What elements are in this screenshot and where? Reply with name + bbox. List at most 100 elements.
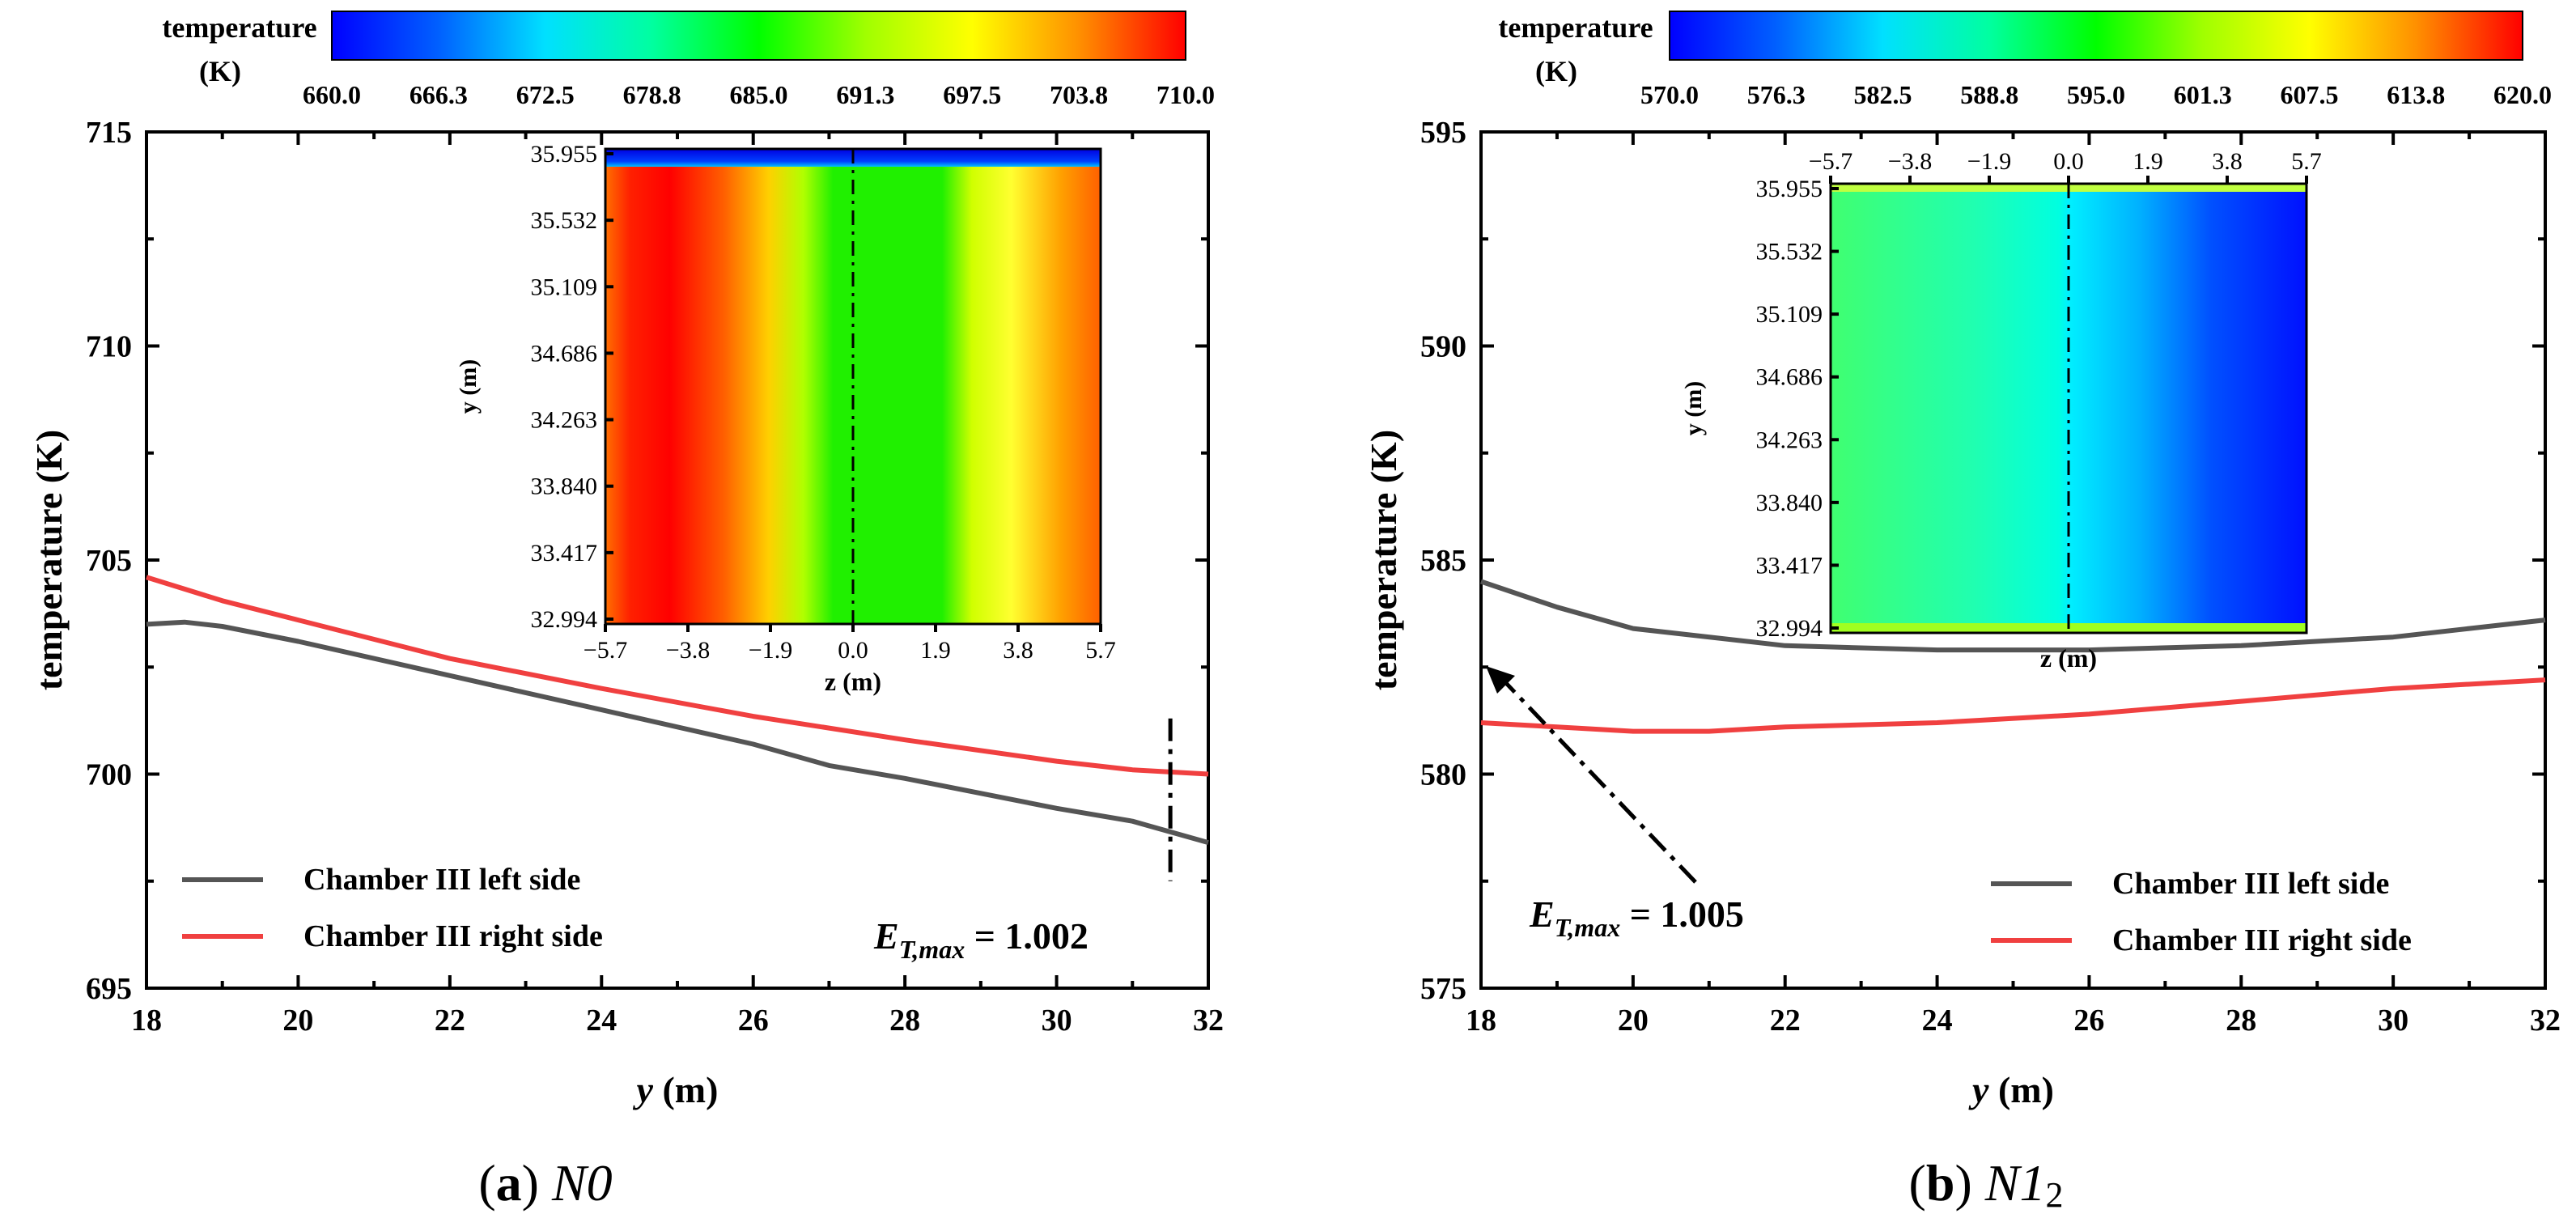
inset-x-tick-label: 0.0	[2053, 148, 2084, 175]
annotation-symbol: E	[1529, 893, 1555, 935]
annotation-symbol: E	[873, 915, 899, 957]
panel-a: temperature (K) 660.0 666.3 672.5 678.8 685.0 6…	[28, 11, 1224, 1212]
colorbar-tick-label: 703.8	[1050, 80, 1108, 109]
x-axis-label-unit: (m)	[1988, 1069, 2053, 1110]
x-tick-label: 20	[1618, 1004, 1649, 1038]
caption-paren-close: )	[1954, 1154, 1984, 1212]
y-axis-label-var: temperature (K)	[28, 430, 70, 690]
inset-x-tick-label: −1.9	[749, 637, 792, 664]
legend-entry: Chamber III right side	[2112, 923, 2412, 957]
colorbar-unit: (K)	[199, 55, 241, 87]
x-tick-label: 28	[2226, 1004, 2256, 1038]
inset-contour: 35.955 35.532 35.109 34.686 34.263 33.840 33.4…	[1680, 148, 2322, 673]
y-tick-label: 575	[1420, 972, 1466, 1006]
y-tick-label: 710	[86, 330, 132, 364]
inset-x-label: z (m)	[825, 667, 881, 696]
colorbar-tick-label: 710.0	[1156, 80, 1215, 109]
inset-y-tick-label: 34.263	[1756, 427, 1823, 453]
annotation-subscript: T,max	[1555, 913, 1621, 942]
inset-x-tick-label: 5.7	[2291, 148, 2322, 175]
inset-y-tick-label: 34.263	[531, 407, 598, 434]
inset-y-tick-label: 32.994	[1756, 615, 1823, 642]
colorbar-tick-label: 595.0	[2067, 80, 2125, 109]
caption-letter: a	[496, 1154, 522, 1212]
colorbar-tick-label: 582.5	[1854, 80, 1912, 109]
inset-y-tick-label: 35.109	[1756, 301, 1823, 328]
inset-x-tick-label: −3.8	[1888, 148, 1932, 175]
inset-x-tick-label: −5.7	[584, 637, 627, 664]
x-axis-label-unit: (m)	[653, 1069, 718, 1110]
colorbar-tick-label: 691.3	[836, 80, 894, 109]
y-tick-label: 700	[86, 758, 132, 792]
colorbar-tick-label: 666.3	[410, 80, 468, 109]
inset-y-tick-label: 33.840	[531, 473, 598, 500]
y-tick-label: 580	[1420, 758, 1466, 792]
x-tick-label: 24	[1922, 1004, 1953, 1038]
inset-y-tick-label: 35.955	[1756, 176, 1823, 202]
y-axis-label: temperature (K)	[28, 430, 70, 690]
annotation-text: ET,max = 1.005	[1529, 893, 1744, 942]
colorbar-tick-label: 588.8	[1960, 80, 2018, 109]
inset-x-tick-label: 0.0	[838, 637, 868, 664]
x-tick-label: 26	[738, 1004, 769, 1038]
y-axis-label-var: temperature (K)	[1363, 430, 1404, 690]
inset-x-label: z (m)	[2040, 643, 2097, 673]
inset-y-label: y (m)	[455, 359, 482, 414]
inset-x-tick-label: 3.8	[1003, 637, 1033, 664]
x-tick-label: 32	[1193, 1004, 1224, 1038]
annotation-subscript: T,max	[899, 935, 965, 964]
panel-caption: (b) N12	[1909, 1154, 2064, 1215]
caption-paren-close: )	[522, 1154, 552, 1212]
inset-x-tick-label: 1.9	[920, 637, 951, 664]
colorbar-tick-label: 607.5	[2281, 80, 2339, 109]
y-tick-label: 595	[1420, 116, 1466, 150]
series-line-right	[146, 575, 1209, 777]
colorbar-tick-label: 620.0	[2493, 80, 2552, 109]
y-tick-label: 585	[1420, 544, 1466, 578]
caption-name: N1	[1984, 1154, 2046, 1212]
panel-caption: (a) N0	[478, 1154, 612, 1212]
x-tick-label: 24	[586, 1004, 617, 1038]
caption-name: N0	[551, 1154, 613, 1212]
y-axis-label: temperature (K)	[1363, 430, 1404, 690]
x-axis-label: y (m)	[633, 1069, 719, 1110]
legend-entry: Chamber III left side	[303, 863, 580, 897]
inset-y-tick-label: 33.417	[531, 540, 598, 567]
x-axis-label-var: y	[633, 1069, 654, 1110]
inset-y-tick-label: 32.994	[531, 606, 598, 633]
inset-x-tick-label: 3.8	[2212, 148, 2243, 175]
inset-y-tick-label: 34.686	[531, 340, 598, 367]
series-line-left	[1480, 579, 2546, 653]
colorbar-tick-label: 697.5	[943, 80, 1001, 109]
x-tick-label: 30	[1042, 1004, 1072, 1038]
annotation-arrow	[1502, 679, 1697, 884]
series-line-left	[146, 619, 1209, 845]
caption-letter: b	[1926, 1154, 1955, 1212]
colorbar-unit: (K)	[1535, 55, 1577, 87]
caption-paren-open: (	[1909, 1154, 1926, 1212]
caption-paren-open: (	[478, 1154, 495, 1212]
inset-y-label: y (m)	[1680, 381, 1707, 435]
colorbar-title: temperature	[1498, 11, 1653, 44]
y-tick-label: 695	[86, 972, 132, 1006]
caption-subscript: 2	[2045, 1175, 2063, 1215]
y-tick-label: 705	[86, 544, 132, 578]
x-tick-label: 18	[1466, 1004, 1496, 1038]
inset-y-tick-label: 35.109	[531, 274, 598, 300]
y-tick-label: 590	[1420, 330, 1466, 364]
inset-x-tick-label: 1.9	[2133, 148, 2163, 175]
annotation-arrow-head	[1486, 665, 1515, 694]
x-axis-label: y (m)	[1968, 1069, 2054, 1110]
colorbar	[1669, 11, 2523, 61]
x-tick-label: 32	[2530, 1004, 2561, 1038]
colorbar-tick-label: 601.3	[2174, 80, 2232, 109]
colorbar-tick-label: 613.8	[2387, 80, 2445, 109]
colorbar-tick-label: 685.0	[730, 80, 788, 109]
x-tick-label: 22	[1770, 1004, 1801, 1038]
x-axis-label-var: y	[1968, 1069, 1989, 1110]
inset-y-tick-label: 34.686	[1756, 364, 1823, 391]
inset-y-tick-label: 35.955	[531, 141, 598, 168]
x-tick-label: 26	[2073, 1004, 2104, 1038]
x-tick-label: 22	[435, 1004, 465, 1038]
